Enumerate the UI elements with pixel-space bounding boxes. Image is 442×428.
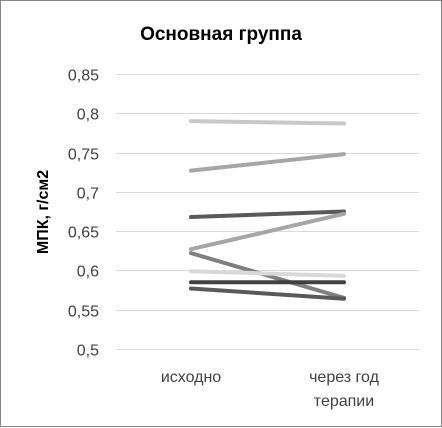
y-tick-label: 0,8 xyxy=(77,107,99,124)
y-tick-label: 0,7 xyxy=(77,186,99,203)
x-category-label: исходно xyxy=(161,369,221,386)
series-line xyxy=(189,269,346,278)
series-line xyxy=(189,286,346,301)
y-tick-labels: 0,5 0,55 0,6 0,65 0,7 0,75 0,8 0,85 xyxy=(68,68,99,360)
y-tick-label: 0,55 xyxy=(68,304,99,321)
y-tick-label: 0,5 xyxy=(77,343,99,360)
chart-title: Основная группа xyxy=(140,24,302,45)
series-line xyxy=(189,119,346,126)
x-category-labels: исходно через год терапии xyxy=(161,369,380,410)
y-tick-label: 0,85 xyxy=(68,68,99,85)
y-axis-label: МПК, г/см2 xyxy=(35,170,52,254)
series-lines xyxy=(189,119,346,301)
y-tick-label: 0,75 xyxy=(68,147,99,164)
series-line xyxy=(189,209,346,219)
x-category-label: терапии xyxy=(314,393,374,410)
series-line xyxy=(189,152,346,173)
y-tick-label: 0,65 xyxy=(68,225,99,242)
y-tick-label: 0,6 xyxy=(77,264,99,281)
series-line xyxy=(189,211,346,252)
x-category-label: через год xyxy=(309,369,379,386)
gridlines xyxy=(116,74,419,350)
